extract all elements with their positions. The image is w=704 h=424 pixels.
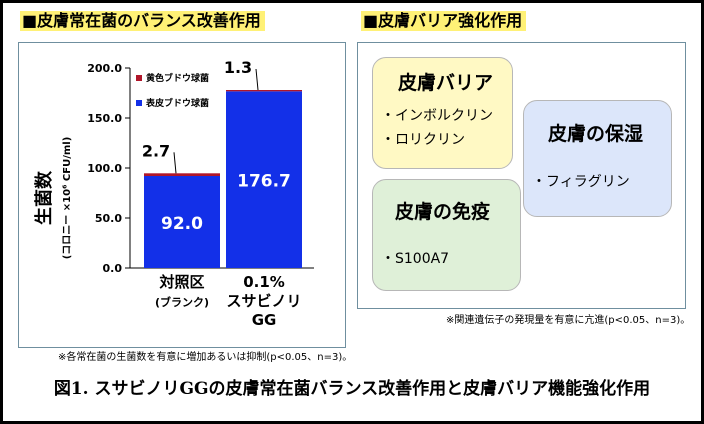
- barrier-item-loricrin: ・ロリクリン: [381, 132, 465, 148]
- data-label-epidermidis: 176.7: [237, 172, 291, 192]
- y-axis-unit: (コロニー ×10⁶ CFU/ml): [62, 137, 73, 260]
- bar-segment-aureus: [226, 90, 302, 92]
- legend-swatch: [136, 100, 142, 106]
- y-tick-label: 200.0: [87, 62, 122, 75]
- right-heading: ■皮膚バリア強化作用: [361, 11, 527, 31]
- barrier-box: 皮膚バリア ・インボルクリン ・ロリクリン: [372, 57, 513, 169]
- figure-caption: 図1. スサビノリGGの皮膚常在菌バランス改善作用と皮膚バリア機能強化作用: [53, 379, 651, 399]
- x-category-label: 対照区: [158, 273, 204, 291]
- bar-chart: 生菌数 (コロニー ×10⁶ CFU/ml) 0.0 50.0 100.0 150.0…: [33, 58, 314, 329]
- data-label-epidermidis: 92.0: [161, 214, 203, 234]
- moisture-box-title: 皮膚の保湿: [548, 123, 644, 145]
- x-category-label: (ブランク): [155, 295, 209, 309]
- data-label-aureus: 1.3: [224, 58, 252, 77]
- barrier-item-involucrin: ・インボルクリン: [381, 108, 493, 124]
- x-category-label: GG: [252, 311, 277, 329]
- y-tick-label: 100.0: [87, 162, 122, 175]
- y-tick-label: 0.0: [103, 262, 123, 275]
- immunity-box: 皮膚の免疫 ・S100A7: [372, 179, 521, 291]
- y-axis-label: 生菌数: [33, 170, 55, 225]
- immunity-box-title: 皮膚の免疫: [395, 201, 491, 223]
- y-tick-label: 150.0: [87, 112, 122, 125]
- barrier-box-title: 皮膚バリア: [398, 72, 494, 94]
- x-category-label: 0.1%: [243, 273, 285, 291]
- left-heading: ■皮膚常在菌のバランス改善作用: [20, 11, 265, 31]
- x-category-label: スサビノリ: [226, 292, 301, 310]
- data-label-leader: [173, 152, 177, 174]
- bar-segment-aureus: [144, 173, 220, 176]
- bar-segment-epidermidis: [144, 176, 220, 268]
- legend-label: 黄色ブドウ球菌: [146, 72, 209, 84]
- y-tick-label: 50.0: [95, 212, 122, 225]
- immunity-item-s100a7: ・S100A7: [381, 251, 450, 267]
- bar-segment-epidermidis: [226, 91, 302, 268]
- legend-swatch: [136, 75, 142, 81]
- legend-label: 表皮ブドウ球菌: [145, 97, 209, 109]
- right-footnote: ※関連遺伝子の発現量を有意に亢進(p<0.05、n=3)。: [446, 315, 691, 326]
- moisture-item-filaggrin: ・フィラグリン: [532, 174, 630, 190]
- moisture-box: 皮膚の保湿 ・フィラグリン: [523, 100, 672, 217]
- data-label-aureus: 2.7: [142, 141, 170, 160]
- data-label-leader: [255, 68, 259, 91]
- left-footnote: ※各常在菌の生菌数を有意に増加あるいは抑制(p<0.05、n=3)。: [58, 352, 353, 363]
